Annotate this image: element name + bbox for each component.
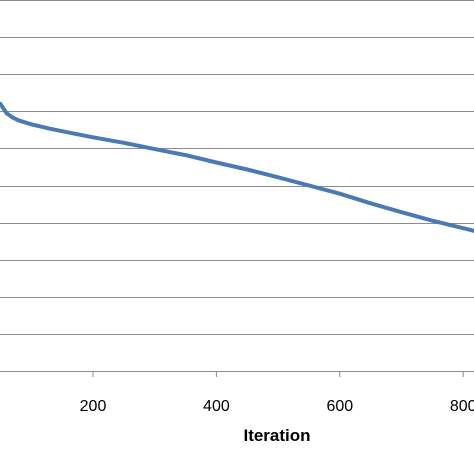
x-axis-ticks [92,371,464,377]
x-tick-label-200: 200 [80,398,107,415]
x-tick-label-800: 800 [450,398,474,415]
series-line [0,101,474,233]
x-tick-label-600: 600 [326,398,353,415]
x-tick-label-400: 400 [203,398,230,415]
x-tick-labels: 200 400 600 800 [80,398,474,415]
x-axis-title: Iteration [243,426,310,445]
gridlines [0,0,474,335]
